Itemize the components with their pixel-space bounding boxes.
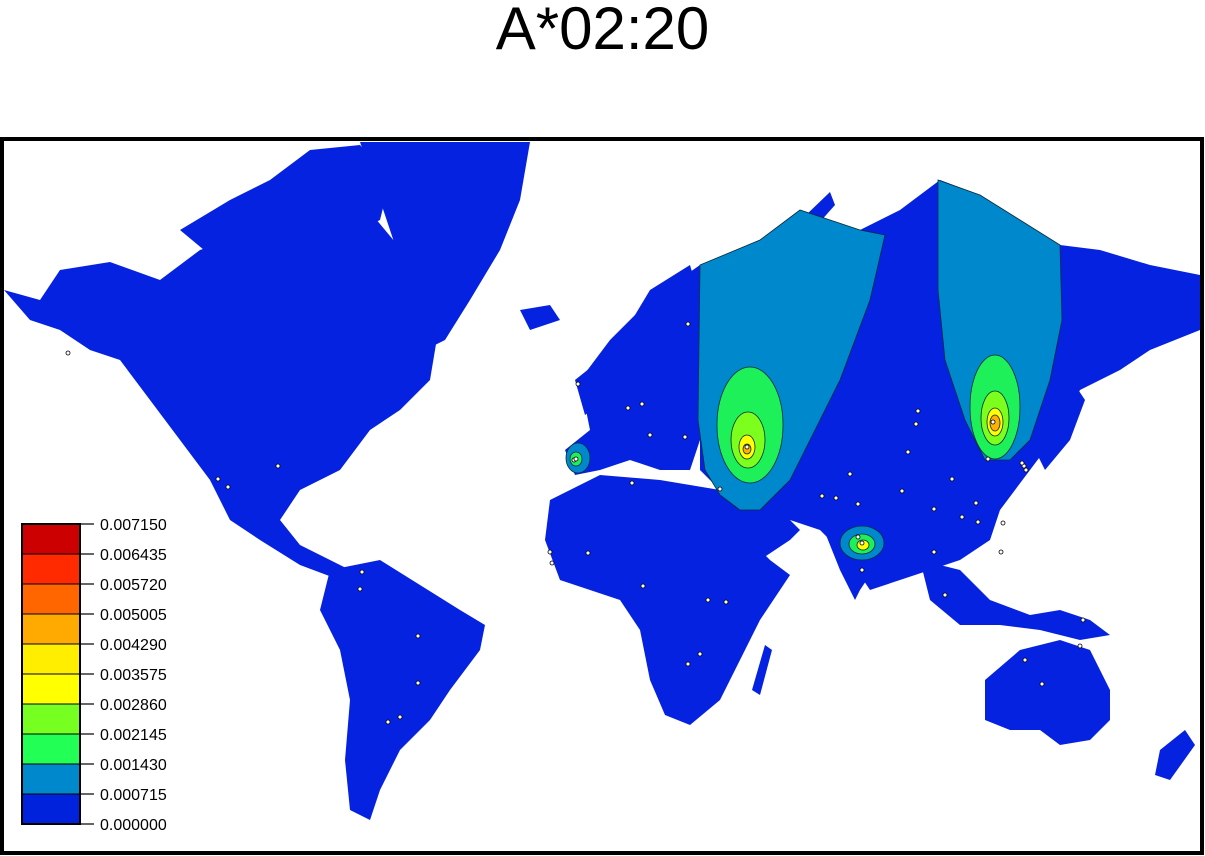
sample-point xyxy=(415,633,421,639)
sample-point xyxy=(847,471,853,477)
sample-point xyxy=(819,493,825,499)
sample-point xyxy=(855,501,861,507)
legend-label: 0.007150 xyxy=(100,517,167,534)
sample-point xyxy=(899,488,905,494)
contour-band-east xyxy=(937,179,1063,461)
sample-point xyxy=(625,405,631,411)
sample-point xyxy=(640,583,646,589)
legend-swatch xyxy=(21,553,81,585)
sample-point xyxy=(959,514,965,520)
sample-point xyxy=(65,350,71,356)
sample-point xyxy=(990,419,996,425)
sample-point xyxy=(573,456,579,462)
sample-point xyxy=(415,680,421,686)
sample-point xyxy=(629,480,635,486)
greenland xyxy=(360,142,530,350)
japan xyxy=(1035,385,1085,470)
sample-point xyxy=(1080,617,1086,623)
sample-point xyxy=(915,408,921,414)
africa xyxy=(545,475,790,725)
frequency-contours xyxy=(565,179,1063,561)
sample-point xyxy=(385,719,391,725)
legend-label: 0.001430 xyxy=(100,757,167,774)
legend-label: 0.004290 xyxy=(100,637,167,654)
sample-point xyxy=(942,592,948,598)
sample-point xyxy=(397,714,403,720)
legend-label: 0.002145 xyxy=(100,727,167,744)
sample-point xyxy=(705,597,711,603)
legend-swatch xyxy=(21,763,81,795)
sample-point xyxy=(682,434,688,440)
land-masses xyxy=(4,142,1200,820)
sample-point xyxy=(647,432,653,438)
sample-point xyxy=(575,381,581,387)
sample-point xyxy=(685,661,691,667)
legend-label: 0.000715 xyxy=(100,787,167,804)
color-scale-legend: 0.007150 0.006435 0.005720 0.005005 0.004290… xyxy=(21,517,167,834)
sample-point xyxy=(913,421,919,427)
legend-swatch xyxy=(21,793,81,825)
sample-point xyxy=(685,321,691,327)
legend-swatch xyxy=(21,583,81,615)
map-title: A*02:20 xyxy=(495,0,710,62)
southeast-asia-islands xyxy=(920,560,1110,640)
sample-point xyxy=(998,549,1004,555)
sample-point xyxy=(215,476,221,482)
sample-point xyxy=(549,560,555,566)
sample-point xyxy=(225,484,231,490)
sample-point xyxy=(931,506,937,512)
legend-label: 0.005005 xyxy=(100,607,167,624)
legend-swatch xyxy=(21,613,81,645)
sample-point xyxy=(1077,643,1083,649)
south-america xyxy=(320,560,485,820)
sample-point xyxy=(547,549,553,555)
sample-point xyxy=(859,567,865,573)
legend-swatch xyxy=(21,703,81,735)
iceland xyxy=(520,305,560,330)
scandinavia xyxy=(620,265,700,370)
sample-point xyxy=(833,495,839,501)
sample-point xyxy=(905,449,911,455)
legend-label: 0.005720 xyxy=(100,577,167,594)
australia xyxy=(985,640,1110,745)
madagascar xyxy=(752,645,772,695)
sample-point xyxy=(1019,460,1025,466)
sample-point xyxy=(973,500,979,506)
sample-point xyxy=(855,534,861,540)
sample-point xyxy=(717,486,723,492)
legend-swatch xyxy=(21,673,81,705)
sample-point xyxy=(357,586,363,592)
new-zealand xyxy=(1155,730,1195,780)
sample-point xyxy=(359,569,365,575)
sample-point xyxy=(1023,467,1029,473)
legend-label: 0.006435 xyxy=(100,547,167,564)
sample-point xyxy=(949,476,955,482)
sample-point xyxy=(697,651,703,657)
legend-label: 0.002860 xyxy=(100,697,167,714)
sample-point xyxy=(723,599,729,605)
sample-point xyxy=(859,540,865,546)
canada-arctic-islands xyxy=(180,145,390,260)
legend-label: 0.000000 xyxy=(100,817,167,834)
sample-point xyxy=(931,549,937,555)
legend-swatch xyxy=(21,523,81,555)
sample-point xyxy=(1000,520,1006,526)
sample-point xyxy=(975,519,981,525)
north-america xyxy=(4,190,440,580)
sample-point xyxy=(585,550,591,556)
sample-point xyxy=(1022,657,1028,663)
sample-point xyxy=(639,401,645,407)
british-isles xyxy=(575,360,605,415)
legend-swatch xyxy=(21,643,81,675)
sample-point xyxy=(744,444,750,450)
sample-points xyxy=(65,321,1086,725)
legend-label: 0.003575 xyxy=(100,667,167,684)
legend-swatch xyxy=(21,733,81,765)
sample-point xyxy=(275,463,281,469)
sample-point xyxy=(985,456,991,462)
sample-point xyxy=(1039,681,1045,687)
